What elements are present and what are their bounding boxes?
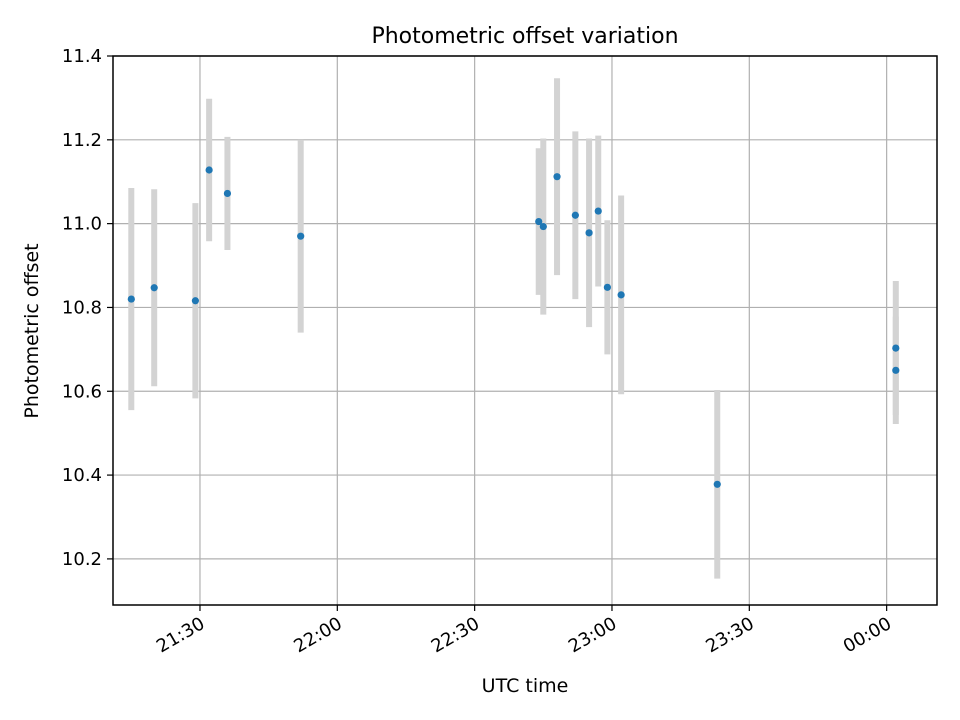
- x-tick-label: 21:30: [153, 613, 208, 657]
- x-axis-ticks: 21:30 22:00 22:30 23:00 23:30 00:00: [153, 605, 895, 657]
- data-point: [603, 283, 612, 291]
- data-point: [191, 297, 199, 305]
- y-tick-label: 10.6: [62, 381, 102, 402]
- y-axis-ticks: 10.2 10.4 10.6 10.8 11.0 11.2 11.4: [62, 46, 113, 570]
- y-tick-label: 10.4: [62, 465, 102, 486]
- data-point: [127, 295, 135, 303]
- chart-title: Photometric offset variation: [371, 24, 678, 49]
- data-point: [297, 232, 305, 240]
- error-bars: [128, 78, 899, 579]
- x-tick-label: 23:00: [565, 613, 620, 657]
- data-point: [892, 344, 900, 352]
- data-point: [535, 217, 543, 226]
- data-point: [571, 211, 579, 219]
- x-tick-label: 00:00: [840, 613, 895, 657]
- y-tick-label: 11.0: [62, 214, 102, 235]
- data-points: [127, 166, 900, 488]
- x-tick-label: 23:30: [702, 613, 757, 657]
- x-tick-label: 22:00: [290, 613, 345, 657]
- y-tick-label: 11.4: [62, 46, 102, 67]
- data-point: [223, 189, 232, 198]
- data-point: [594, 207, 602, 215]
- data-point: [539, 222, 547, 231]
- y-tick-label: 10.2: [62, 549, 102, 570]
- data-point: [205, 166, 213, 174]
- x-axis-label: UTC time: [482, 675, 569, 697]
- data-point: [892, 366, 900, 374]
- data-point: [553, 173, 561, 181]
- data-point: [585, 229, 593, 237]
- plot-frame: [112, 55, 938, 606]
- y-tick-label: 11.2: [62, 130, 102, 151]
- x-tick-label: 22:30: [428, 613, 483, 657]
- data-point: [713, 480, 721, 488]
- grid: [113, 55, 937, 605]
- data-point: [150, 284, 158, 292]
- data-point: [617, 291, 625, 299]
- y-tick-label: 10.8: [62, 297, 102, 318]
- y-axis-label: Photometric offset: [21, 243, 43, 418]
